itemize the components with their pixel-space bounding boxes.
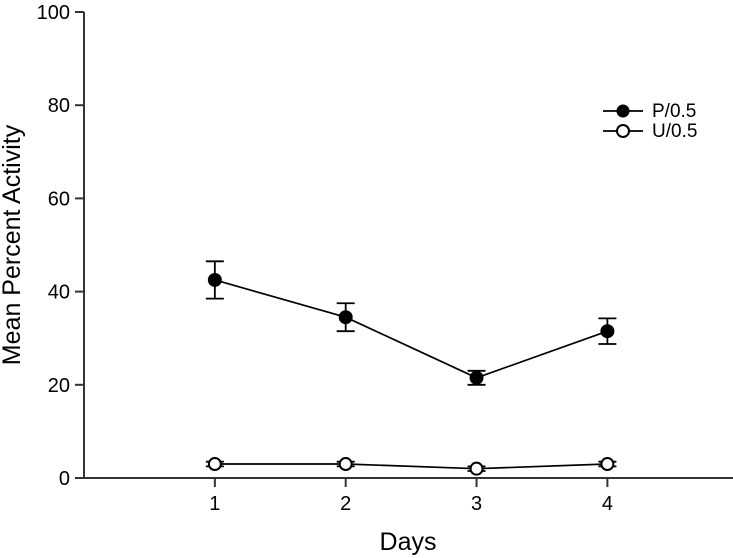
legend-marker-filled-circle-icon <box>616 104 630 118</box>
y-tick-label: 100 <box>37 2 70 24</box>
data-point <box>338 457 353 472</box>
data-point <box>338 310 353 325</box>
y-tick-label: 40 <box>48 282 70 304</box>
x-tick-label: 3 <box>471 493 482 515</box>
data-point <box>207 457 222 472</box>
data-layer <box>205 260 617 476</box>
legend-marker-open-circle-icon <box>616 124 630 138</box>
y-tick-label: 20 <box>48 375 70 397</box>
data-point <box>600 457 615 472</box>
x-axis-title: Days <box>380 528 437 556</box>
data-point <box>600 324 615 339</box>
legend: P/0.5 U/0.5 <box>603 101 697 142</box>
y-axis-title: Mean Percent Activity <box>0 124 26 365</box>
x-tick-label: 4 <box>602 493 613 515</box>
series-line-1 <box>214 463 608 470</box>
y-tick-label: 60 <box>48 188 70 210</box>
legend-entry-p: P/0.5 <box>603 101 696 122</box>
series-line-0 <box>214 279 608 379</box>
x-tick-label: 2 <box>340 493 351 515</box>
data-point <box>207 272 222 287</box>
x-tick-label: 1 <box>209 493 220 515</box>
y-tick-label: 0 <box>59 468 70 490</box>
data-point <box>469 461 484 476</box>
data-point <box>469 370 484 385</box>
legend-entry-u: U/0.5 <box>603 121 697 142</box>
legend-label-u: U/0.5 <box>652 121 697 142</box>
axes-layer: 0 20 40 60 80 100 1 2 3 4 <box>37 2 733 515</box>
y-tick-label: 80 <box>48 95 70 117</box>
legend-label-p: P/0.5 <box>652 101 696 122</box>
